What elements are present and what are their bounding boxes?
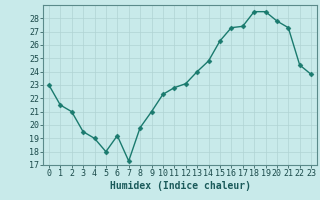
X-axis label: Humidex (Indice chaleur): Humidex (Indice chaleur) (109, 181, 251, 191)
